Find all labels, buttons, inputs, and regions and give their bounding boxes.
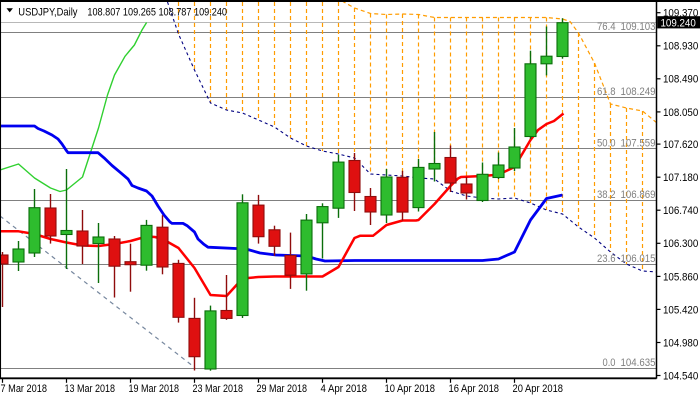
svg-text:61.8: 61.8 [597, 86, 616, 98]
svg-text:76.4: 76.4 [597, 21, 616, 33]
svg-text:106.015: 106.015 [621, 253, 656, 265]
svg-text:USDJPY,Daily: USDJPY,Daily [18, 6, 78, 18]
svg-text:38.2: 38.2 [597, 189, 616, 201]
svg-text:19 Mar 2018: 19 Mar 2018 [129, 383, 180, 395]
svg-text:20 Apr 2018: 20 Apr 2018 [513, 383, 564, 395]
svg-text:7 Mar 2018: 7 Mar 2018 [1, 383, 48, 395]
svg-text:0.0: 0.0 [603, 357, 616, 369]
svg-text:10 Apr 2018: 10 Apr 2018 [385, 383, 436, 395]
svg-text:23.6: 23.6 [597, 253, 616, 265]
svg-text:106.740: 106.740 [663, 205, 698, 217]
svg-text:104.635: 104.635 [621, 357, 656, 369]
svg-text:50.0: 50.0 [597, 137, 616, 149]
svg-text:13 Mar 2018: 13 Mar 2018 [65, 383, 116, 395]
svg-text:108.930: 108.930 [663, 41, 698, 53]
svg-text:104.540: 104.540 [663, 370, 698, 382]
svg-text:108.807 109.265 108.787 109.24: 108.807 109.265 108.787 109.240 [87, 6, 227, 18]
svg-text:104.980: 104.980 [663, 337, 698, 349]
svg-text:16 Apr 2018: 16 Apr 2018 [449, 383, 500, 395]
svg-text:106.300: 106.300 [663, 238, 698, 250]
svg-text:108.490: 108.490 [663, 74, 698, 86]
svg-text:29 Mar 2018: 29 Mar 2018 [257, 383, 308, 395]
svg-text:23 Mar 2018: 23 Mar 2018 [193, 383, 244, 395]
svg-text:107.180: 107.180 [663, 172, 698, 184]
svg-text:4 Apr 2018: 4 Apr 2018 [321, 383, 368, 395]
svg-text:105.420: 105.420 [663, 304, 698, 316]
svg-text:108.050: 108.050 [663, 107, 698, 119]
svg-text:108.249: 108.249 [621, 86, 656, 98]
svg-text:105.860: 105.860 [663, 271, 698, 283]
svg-text:107.559: 107.559 [621, 137, 656, 149]
svg-text:109.240: 109.240 [661, 18, 696, 30]
svg-text:106.869: 106.869 [621, 189, 656, 201]
svg-text:109.103: 109.103 [621, 21, 656, 33]
svg-text:107.620: 107.620 [663, 139, 698, 151]
